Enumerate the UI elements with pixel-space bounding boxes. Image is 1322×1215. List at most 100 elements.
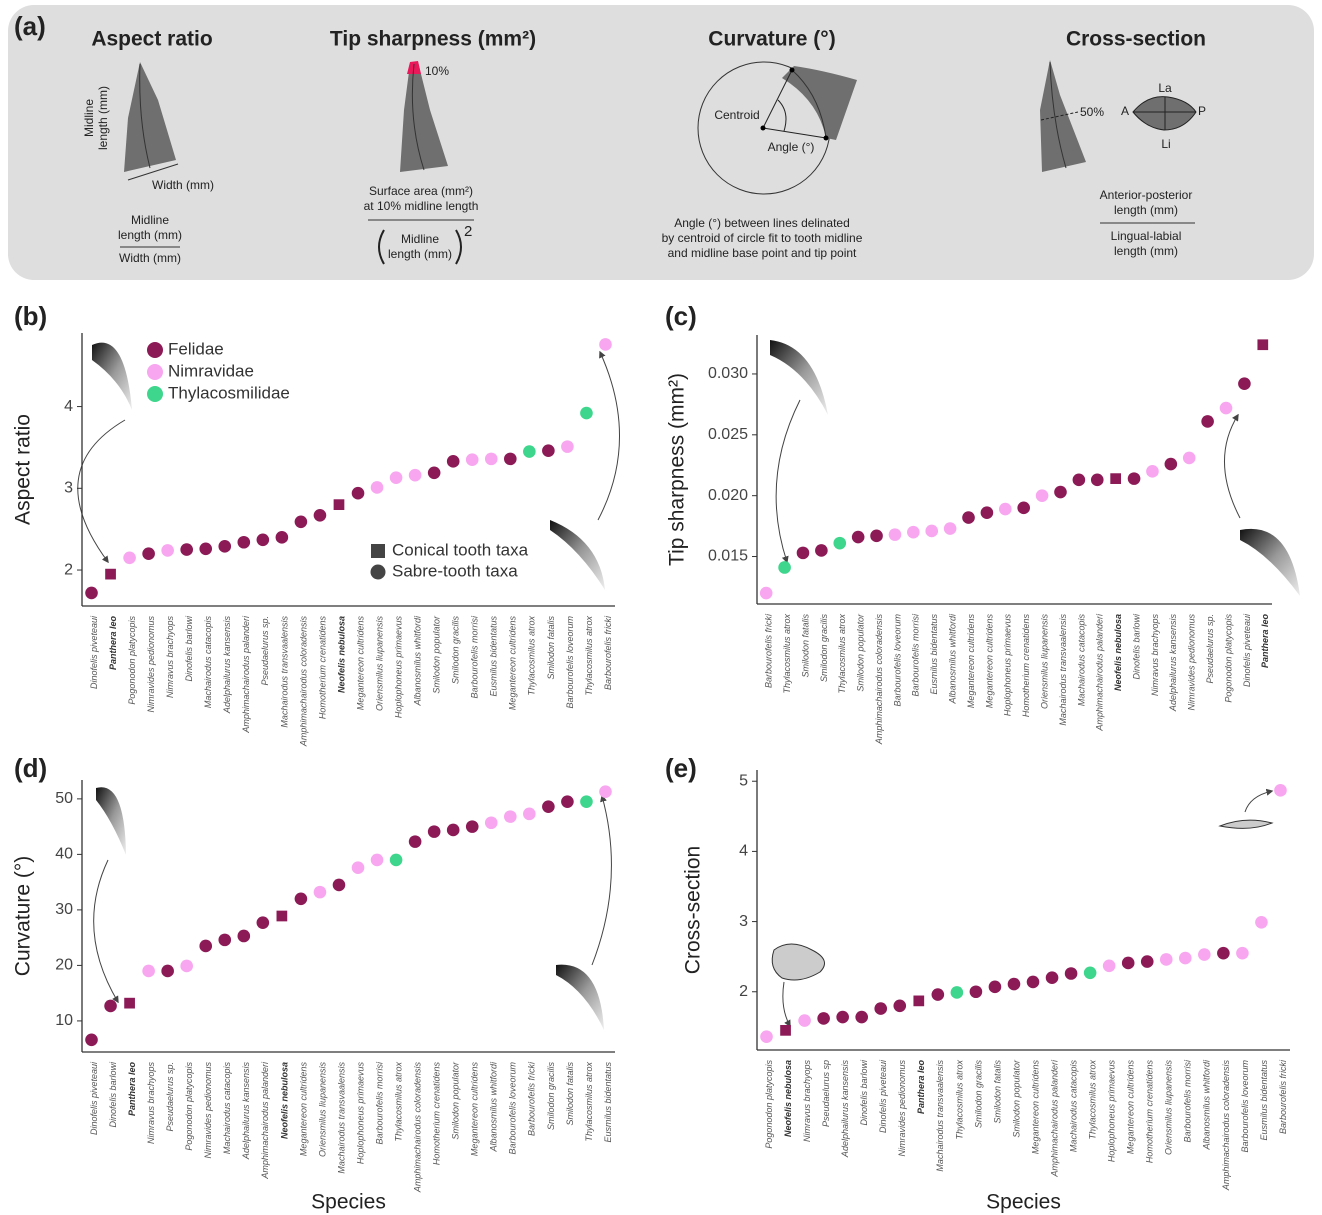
data-point	[447, 824, 460, 837]
x-tick-label: Thylacosmilus atrox	[954, 1060, 964, 1140]
numerator: Surface area (mm²)	[369, 184, 473, 198]
x-tick-label: Hoplophoneus primaevus	[1107, 1060, 1117, 1163]
tip-point	[790, 68, 795, 73]
data-point	[760, 1030, 773, 1043]
data-point	[981, 506, 994, 519]
x-tick-label: Homotherium crenatidens	[1021, 614, 1031, 718]
y-tick-label: 4	[739, 843, 748, 860]
posterior-label: P	[1198, 104, 1206, 118]
y-axis-label: Tip sharpness (mm²)	[666, 373, 689, 566]
x-tick-label: Adelphailurus kansensis	[241, 1062, 251, 1161]
x-tick-label: Hoplophoneus primaevus	[355, 1062, 365, 1165]
data-point	[276, 531, 289, 544]
data-point	[817, 1012, 830, 1025]
y-axis-label: Curvature (°)	[12, 856, 35, 976]
labial-label: La	[1158, 81, 1172, 95]
x-tick-label: Barbourofelis fricki	[603, 615, 613, 690]
x-tick-label: Dinofelis barlowi	[859, 1059, 869, 1126]
data-point	[989, 981, 1002, 994]
x-tick-label: Thylacosmilus atrox	[584, 1062, 594, 1142]
arrow	[783, 982, 790, 1026]
data-point	[277, 911, 288, 922]
x-tick-label: Smilodon gracilis	[451, 616, 461, 685]
metric-title: Curvature (°)	[708, 28, 835, 51]
metric-title: Cross-section	[1066, 28, 1206, 51]
data-point	[944, 522, 957, 535]
data-point	[504, 810, 517, 823]
x-tick-label: Barbourofelis loveorum	[1240, 1059, 1250, 1152]
y-axis-label: Aspect ratio	[12, 414, 35, 525]
axis-label: length (mm)	[96, 86, 110, 150]
cross-section-inset	[1220, 820, 1272, 828]
x-tick-label: Machairodus catacopis	[1076, 614, 1086, 707]
caption: and midline base point and tip point	[668, 246, 857, 260]
data-point	[199, 542, 212, 555]
data-point	[1238, 377, 1251, 390]
data-point	[142, 547, 155, 560]
x-tick-label: Barbourofelis loveorum	[565, 615, 575, 708]
tooth-inset	[550, 520, 605, 590]
x-tick-label: Amphimachairodus palanderi	[1095, 613, 1105, 732]
x-tick-label: Thylacosmilus atrox	[393, 1062, 403, 1142]
x-tick-label: Panthera leo	[127, 1062, 137, 1117]
denominator: Width (mm)	[119, 251, 181, 265]
arrow	[94, 860, 118, 1002]
x-tick-label: Thylacosmilus atrox	[837, 614, 847, 694]
data-point	[913, 996, 924, 1007]
x-tick-label: Adelphailurus kansensis	[1168, 614, 1178, 713]
legend-swatch	[147, 342, 163, 358]
legend-label: Sabre-tooth taxa	[392, 561, 518, 580]
arrow	[598, 352, 620, 520]
x-tick-label: Homotherium crenatidens	[432, 1062, 442, 1166]
x-tick-label: Dinofelis piveteaui	[878, 1059, 888, 1133]
x-tick-label: Thylacosmilus atrox	[584, 616, 594, 696]
x-tick-label: Amphimachairodus coloradensis	[874, 614, 884, 746]
data-point	[314, 509, 327, 522]
exponent: 2	[464, 223, 472, 240]
x-tick-label: Machairodus catacopis	[1068, 1060, 1078, 1153]
legend-label: Thylacosmilidae	[168, 383, 290, 402]
x-tick-label: Panthera leo	[108, 616, 118, 671]
data-point	[390, 854, 403, 867]
data-point	[1091, 474, 1104, 487]
y-tick-label: 0.025	[708, 426, 748, 443]
x-tick-label: Oriensmilus liupanensis	[1164, 1060, 1174, 1156]
y-tick-label: 2	[64, 561, 73, 578]
data-point	[447, 455, 460, 468]
data-point	[218, 540, 231, 553]
data-point	[1084, 967, 1097, 980]
y-tick-label: 0.020	[708, 487, 748, 504]
x-tick-label: Barbourofelis fricki	[1278, 1059, 1288, 1134]
angle-label: Angle (°)	[768, 140, 815, 154]
x-tick-label: Panthera leo	[1260, 614, 1270, 669]
data-point	[104, 1000, 117, 1013]
x-tick-label: Nimravides pedionomus	[146, 616, 156, 713]
x-tick-label: Megantereon cultridens	[1030, 1060, 1040, 1155]
x-tick-label: Nimravides pedionomus	[203, 1062, 213, 1159]
x-tick-label: Barbourofelis morrisi	[911, 613, 921, 697]
data-point	[561, 440, 574, 453]
data-point	[428, 825, 441, 838]
arrow	[1245, 791, 1272, 812]
arrow	[78, 420, 125, 562]
data-point	[523, 808, 536, 821]
denominator: length (mm)	[388, 247, 452, 261]
x-tick-label: Dinofelis piveteaui	[89, 615, 99, 689]
legend-swatch	[371, 565, 386, 580]
x-tick-label: Oriensmilus liupanensis	[1039, 614, 1049, 710]
x-tick-label: Neofelis nebulosa	[279, 1062, 289, 1139]
x-tick-label: Pseudaelurus sp.	[260, 616, 270, 686]
data-point	[561, 795, 574, 808]
x-tick-label: Nimravides pedionomus	[1187, 614, 1197, 711]
x-tick-label: Barbourofelis morrisi	[374, 1061, 384, 1145]
arrow	[592, 796, 611, 965]
x-tick-label: Dinofelis barlowi	[184, 615, 194, 682]
data-point	[1257, 339, 1268, 350]
data-point	[798, 1014, 811, 1027]
data-point	[105, 569, 116, 580]
x-tick-label: Amphimachairodus coloradensis	[413, 1062, 423, 1194]
tooth-inset	[556, 965, 604, 1030]
x-tick-label: Smilodon gracilis	[819, 614, 829, 683]
x-tick-label: Machairodus catacopis	[222, 1062, 232, 1155]
data-point	[1103, 959, 1116, 972]
